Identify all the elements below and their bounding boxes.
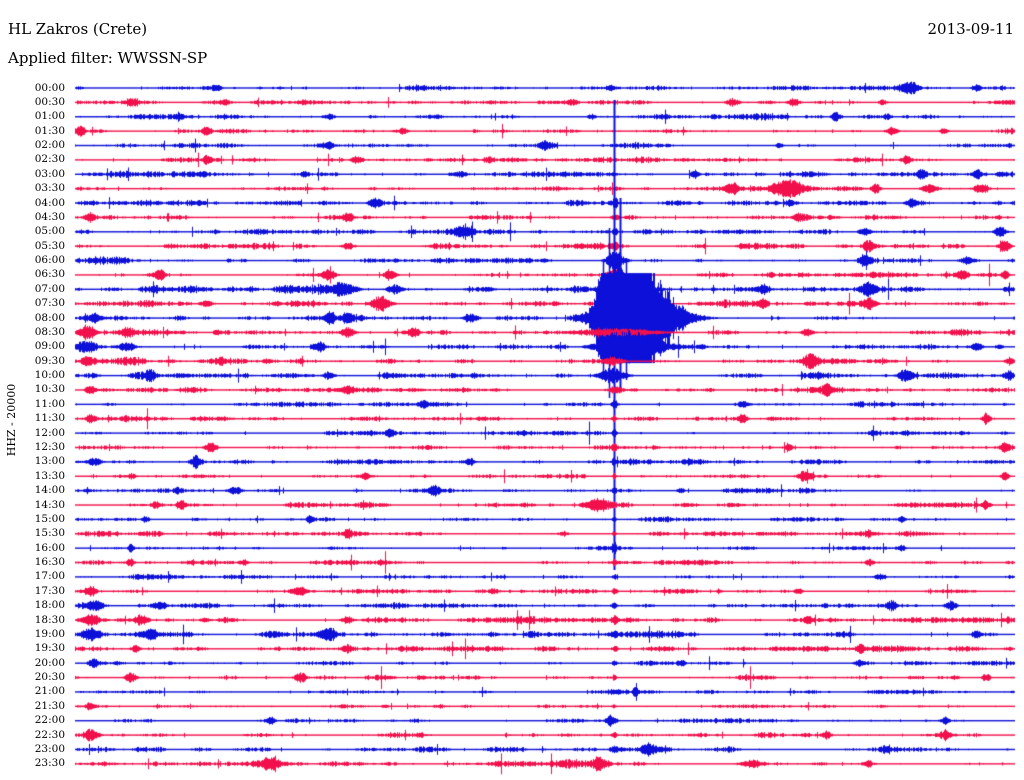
time-label: 16:30 [34, 556, 65, 569]
time-label: 00:00 [34, 81, 65, 94]
time-label: 03:00 [34, 167, 65, 180]
time-label: 19:30 [34, 642, 65, 655]
time-label: 04:30 [34, 210, 65, 223]
time-label: 14:00 [34, 484, 65, 497]
time-label: 11:00 [34, 397, 65, 410]
time-label: 05:30 [34, 239, 65, 252]
time-label: 14:30 [34, 498, 65, 511]
time-label: 04:00 [34, 196, 65, 209]
time-label: 20:00 [34, 656, 65, 669]
time-label: 15:30 [34, 527, 65, 540]
time-label: 17:00 [34, 570, 65, 583]
time-label: 03:30 [34, 182, 65, 195]
time-label: 11:30 [34, 412, 65, 425]
time-label: 12:30 [34, 441, 65, 453]
time-label: 08:30 [34, 325, 65, 338]
time-label: 21:30 [34, 699, 65, 712]
time-label: 01:30 [34, 124, 65, 137]
time-label: 13:30 [34, 469, 65, 482]
time-label: 16:00 [34, 541, 65, 554]
time-label: 08:00 [34, 311, 65, 324]
time-label: 15:00 [34, 512, 65, 525]
time-label: 07:00 [34, 282, 65, 295]
time-label: 23:30 [34, 757, 65, 770]
time-label: 06:30 [34, 268, 65, 281]
station-title: HL Zakros (Crete) [8, 20, 148, 38]
time-label: 09:30 [34, 354, 65, 367]
time-label: 01:00 [34, 110, 65, 123]
time-label: 10:00 [34, 369, 65, 382]
time-label: 05:00 [34, 225, 65, 238]
time-label: 10:30 [34, 383, 65, 396]
time-label: 07:30 [34, 297, 65, 310]
time-label: 13:00 [34, 455, 65, 468]
time-label: 22:00 [34, 714, 65, 727]
time-label: 23:00 [34, 742, 65, 755]
time-label: 02:00 [34, 139, 65, 152]
time-label: 17:30 [34, 584, 65, 597]
filter-label: Applied filter: WWSSN-SP [8, 49, 208, 67]
time-label: 19:00 [34, 627, 65, 640]
time-label: 20:30 [34, 671, 65, 684]
time-label: 21:00 [34, 685, 65, 698]
time-label: 00:30 [34, 95, 65, 108]
time-label: 18:00 [34, 599, 65, 612]
date-label: 2013-09-11 [927, 20, 1014, 38]
time-label: 22:30 [34, 728, 65, 741]
time-label: 02:30 [34, 153, 65, 166]
time-label: 18:30 [34, 613, 65, 626]
time-label: 12:00 [34, 426, 65, 439]
time-label: 09:00 [34, 340, 65, 353]
time-label: 06:00 [34, 254, 65, 267]
